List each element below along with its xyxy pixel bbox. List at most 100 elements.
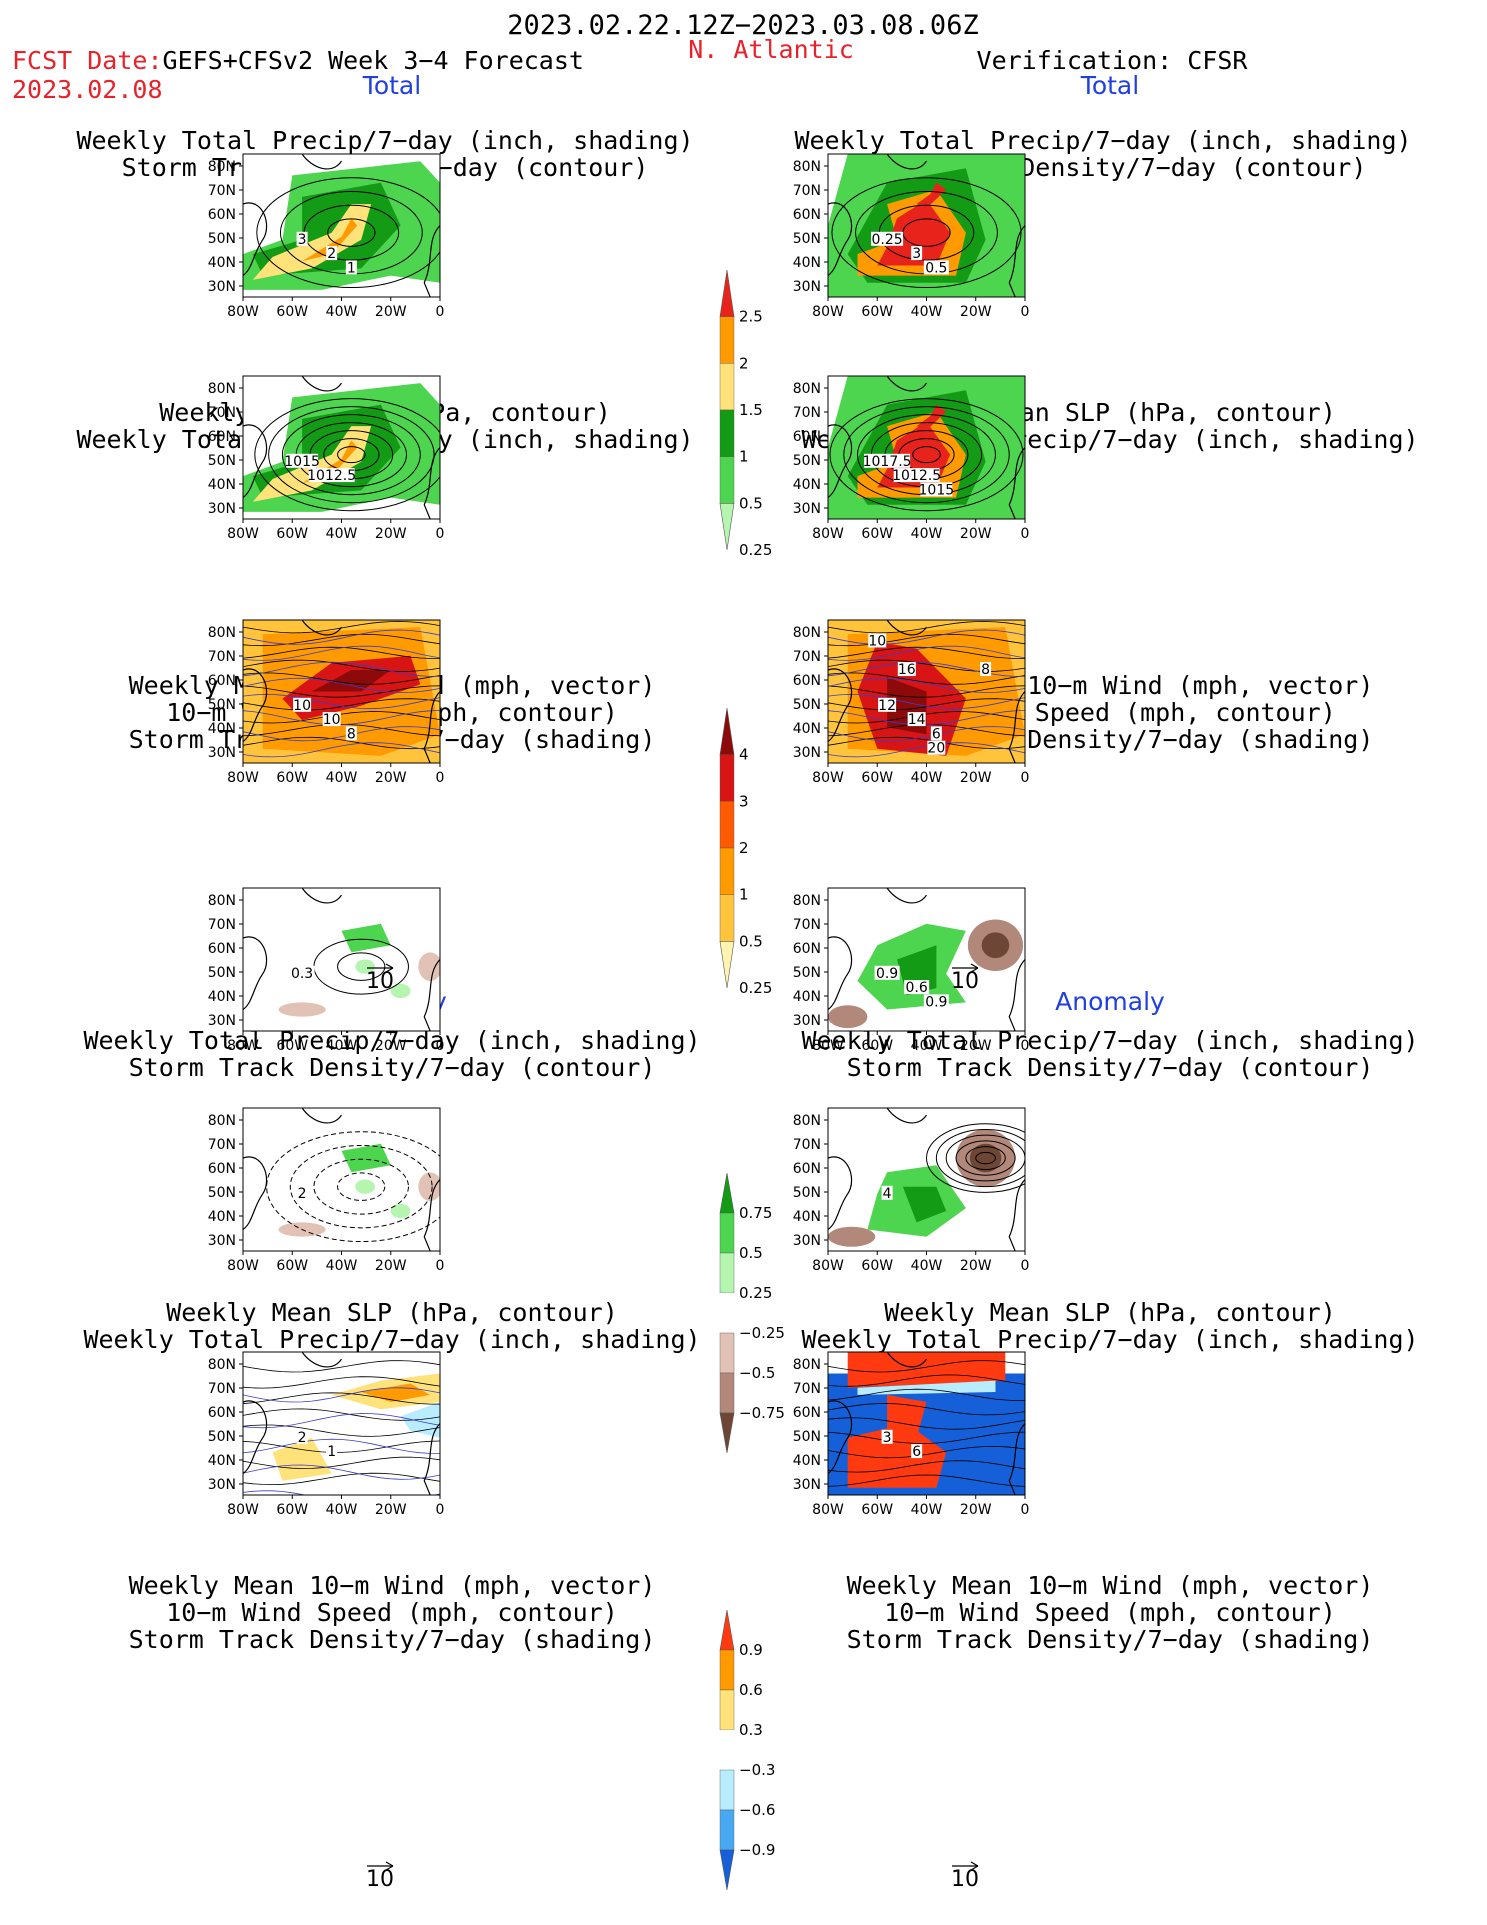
contour-line: [828, 698, 1025, 711]
title-line: Weekly Total Precip/7−day (inch, shading…: [76, 126, 694, 155]
colorbar-label: 0.75: [739, 1204, 772, 1222]
contour-label-box: [345, 726, 357, 741]
lon-tick-label: 60W: [276, 770, 308, 786]
contour-label-box: [874, 965, 900, 980]
map-field: [243, 154, 440, 297]
colorbar-swatch: [719, 847, 735, 895]
fcst-model: GEFS+CFSv2 Week 3−4 Forecast: [162, 46, 584, 75]
fcst-label: FCST Date:: [12, 46, 163, 75]
lat-tick-label: 30N: [793, 1013, 821, 1029]
colorbar-swatch: [719, 754, 735, 802]
lat-tick-label: 40N: [793, 1209, 821, 1225]
verification-label: Verification: CFSR: [976, 46, 1248, 75]
colorbar-label: 2: [739, 839, 749, 857]
shade-region: [877, 199, 951, 266]
section-total-right: Total: [1080, 71, 1140, 100]
lat-tick-label: 30N: [208, 1013, 236, 1029]
vector-reference: 10: [951, 963, 979, 994]
colorbar-label: 0.25: [739, 1284, 772, 1302]
arrowhead: [970, 963, 979, 973]
colorbar-label: −0.3: [739, 1761, 775, 1779]
contour-line: [243, 698, 440, 711]
lon-tick-label: 80W: [812, 1258, 844, 1274]
lon-tick-label: 80W: [227, 1502, 259, 1518]
contour-line: [935, 1128, 1025, 1188]
lat-tick-label: 50N: [793, 697, 821, 713]
coastline: [828, 668, 853, 743]
lat-tick-label: 60N: [793, 941, 821, 957]
lat-tick-label: 70N: [208, 917, 236, 933]
colorbar-swatch: [719, 1769, 735, 1811]
colorbar-swatch: [720, 1293, 734, 1333]
lon-tick-label: 80W: [812, 304, 844, 320]
coastline: [243, 1400, 268, 1475]
lon-tick-label: 20W: [375, 1258, 407, 1274]
contour-line: [828, 1474, 1025, 1487]
title-l6: Weekly Mean 10−m Wind (mph, vector) 10−m …: [129, 1572, 656, 1653]
contour-line: [243, 1490, 440, 1495]
contour-label-box: [911, 246, 923, 261]
map-field: [828, 1108, 1025, 1251]
contour-label: 2: [298, 1186, 307, 1202]
coastline: [828, 1400, 853, 1475]
lon-tick-label: 0: [1021, 1258, 1030, 1274]
lon-tick-label: 80W: [227, 1258, 259, 1274]
lat-tick-label: 70N: [793, 917, 821, 933]
contour-label: 1015: [284, 454, 320, 470]
contour-label-box: [904, 980, 930, 995]
lat-tick-label: 40N: [208, 1209, 236, 1225]
contour-line: [243, 685, 440, 698]
lat-tick-label: 80N: [208, 1113, 236, 1129]
contour-line: [831, 177, 1022, 289]
contour-label: 1012.5: [307, 468, 356, 484]
contour-label: 0.5: [925, 260, 947, 276]
lon-tick-label: 0: [436, 1258, 445, 1274]
contour-label: 14: [908, 712, 926, 728]
contour-line: [243, 693, 440, 710]
colorbar-label: 1.5: [739, 401, 763, 419]
contour-line: [828, 659, 1025, 672]
lat-tick-label: 60N: [793, 1161, 821, 1177]
lat-tick-label: 60N: [793, 673, 821, 689]
map-panel-left-2: 80N 70N 60N 50N 40N 30N 80W 60W 40W 20W 0 10151012.…: [208, 375, 444, 542]
lat-tick-label: 60N: [208, 1405, 236, 1421]
lon-tick-label: 60W: [276, 1502, 308, 1518]
title-r6: Weekly Mean 10−m Wind (mph, vector) 10−m …: [847, 1572, 1374, 1653]
lon-tick-label: 80W: [812, 526, 844, 542]
lon-tick-label: 40W: [911, 304, 943, 320]
lon-tick-label: 60W: [861, 1502, 893, 1518]
lat-tick-label: 60N: [208, 207, 236, 223]
colorbar-label: 0.25: [739, 541, 772, 559]
colorbar-label: 3: [739, 792, 749, 810]
date-range-title: 2023.02.22.12Z−2023.03.08.06Z: [507, 10, 979, 41]
colorbar-swatch: [719, 1252, 735, 1294]
lon-tick-label: 40W: [911, 526, 943, 542]
lon-tick-label: 20W: [375, 1502, 407, 1518]
colorbar-swatch: [719, 1809, 735, 1851]
lon-tick-label: 20W: [960, 304, 992, 320]
colorbar-cap: [719, 941, 735, 989]
contour-line: [243, 1376, 440, 1389]
lat-tick-label: 40N: [208, 989, 236, 1005]
contour-label: 3: [883, 1430, 892, 1446]
contour-line: [243, 1438, 440, 1454]
coastline: [301, 888, 342, 904]
contour-line: [243, 726, 440, 742]
lon-tick-label: 60W: [861, 1258, 893, 1274]
map-field: [243, 888, 440, 1031]
colorbar-swatch: [719, 409, 735, 457]
title-r1: Weekly Total Precip/7−day (inch, shading…: [794, 127, 1411, 181]
lat-tick-label: 60N: [208, 429, 236, 445]
shade-region: [857, 1380, 996, 1395]
title-line: Storm Track Density/7−day (contour): [128, 1053, 656, 1082]
contour-line: [243, 1413, 440, 1429]
contour-line: [337, 1172, 386, 1201]
map-panel-left-3: 80N 70N 60N 50N 40N 30N 80W 60W 40W 20W 0 10 10 8: [208, 619, 444, 786]
contour-line: [828, 742, 1025, 758]
shade-region: [341, 1143, 391, 1173]
contour-label: 2: [327, 246, 336, 262]
coastline: [886, 1108, 927, 1124]
lat-tick-label: 30N: [208, 279, 236, 295]
contour-line: [256, 177, 440, 289]
